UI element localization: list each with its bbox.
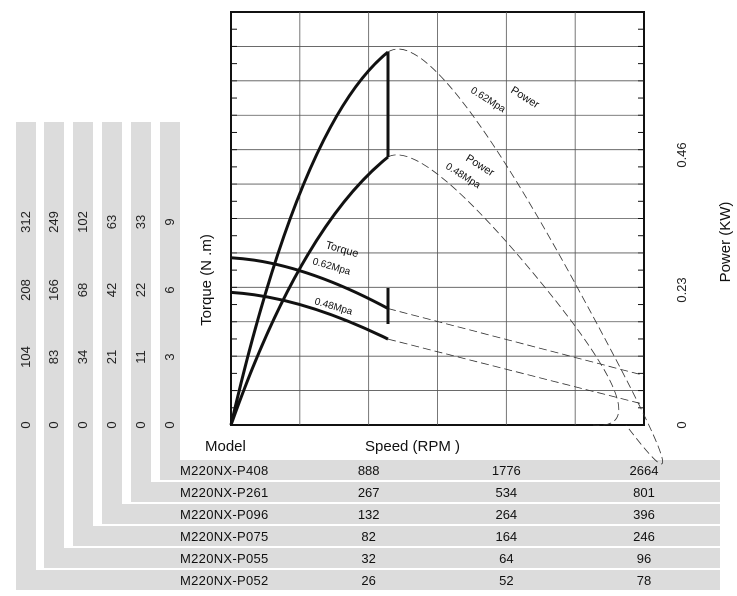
- model-table: [16, 122, 720, 590]
- model-name: M220NX-P075: [180, 529, 269, 544]
- power-curve-dashed: [387, 48, 663, 465]
- power-curve-solid: [229, 50, 389, 426]
- torque-tick: 312: [18, 211, 33, 233]
- torque-tick: 0: [133, 421, 148, 428]
- y-axis-title: Torque (N .m): [198, 234, 215, 326]
- rpm-value: 246: [633, 529, 655, 544]
- rpm-value: 64: [499, 551, 513, 566]
- torque-tick: 21: [104, 350, 119, 364]
- torque-tick: 0: [75, 421, 90, 428]
- torque-tick: 6: [162, 286, 177, 293]
- rpm-value: 396: [633, 507, 655, 522]
- rpm-value: 2664: [630, 463, 659, 478]
- torque-tick: 22: [133, 283, 148, 297]
- torque-tick: 34: [75, 350, 90, 364]
- model-column-band: [73, 122, 93, 526]
- model-column-band: [44, 122, 64, 548]
- rpm-value: 888: [358, 463, 380, 478]
- rpm-value: 32: [361, 551, 375, 566]
- torque-tick: 104: [18, 346, 33, 368]
- rpm-value: 26: [361, 573, 375, 588]
- x-axis-title: Speed (RPM ): [365, 438, 460, 455]
- torque-curve-dashed: [387, 338, 645, 405]
- rpm-value: 82: [361, 529, 375, 544]
- plot-area: [229, 11, 663, 465]
- y2-axis-title: Power (KW): [717, 202, 734, 283]
- torque-tick: 63: [104, 215, 119, 229]
- torque-tick: 3: [162, 353, 177, 360]
- torque-tick: 0: [18, 421, 33, 428]
- power-tick: 0: [674, 421, 689, 428]
- rpm-value: 264: [495, 507, 517, 522]
- model-column-band: [131, 122, 151, 482]
- model-row-band: [102, 504, 720, 524]
- model-name: M220NX-P055: [180, 551, 269, 566]
- model-column-band: [102, 122, 122, 504]
- torque-curve-solid: [230, 256, 389, 310]
- model-row-band: [44, 548, 720, 568]
- rpm-value: 132: [358, 507, 380, 522]
- torque-tick: 68: [75, 283, 90, 297]
- torque-tick: 166: [46, 279, 61, 301]
- model-row-band: [131, 482, 720, 502]
- rpm-value: 1776: [492, 463, 521, 478]
- power-curve-solid: [229, 155, 389, 426]
- torque-tick: 249: [46, 211, 61, 233]
- model-name: M220NX-P261: [180, 485, 269, 500]
- rpm-value: 801: [633, 485, 655, 500]
- model-row-band: [73, 526, 720, 546]
- rpm-value: 96: [637, 551, 651, 566]
- model-name: M220NX-P052: [180, 573, 269, 588]
- rpm-value: 534: [495, 485, 517, 500]
- rpm-value: 267: [358, 485, 380, 500]
- model-column-band: [16, 122, 36, 570]
- torque-tick: 83: [46, 350, 61, 364]
- model-name: M220NX-P096: [180, 507, 269, 522]
- power-tick: 0.46: [674, 142, 689, 167]
- power-tick: 0.23: [674, 277, 689, 302]
- torque-tick: 9: [162, 218, 177, 225]
- torque-tick: 0: [46, 421, 61, 428]
- rpm-value: 78: [637, 573, 651, 588]
- torque-curve-solid: [230, 290, 389, 341]
- table-header-model: Model: [205, 438, 246, 455]
- rpm-value: 52: [499, 573, 513, 588]
- torque-tick: 208: [18, 279, 33, 301]
- model-column-band: [160, 122, 180, 460]
- torque-tick: 42: [104, 283, 119, 297]
- model-row-band: [16, 570, 720, 590]
- model-row-band: [160, 460, 720, 480]
- rpm-value: 164: [495, 529, 517, 544]
- torque-tick: 11: [133, 350, 148, 364]
- torque-tick: 33: [133, 215, 148, 229]
- torque-tick: 102: [75, 211, 90, 233]
- torque-tick: 0: [162, 421, 177, 428]
- torque-tick: 0: [104, 421, 119, 428]
- power-curve-dashed: [387, 154, 619, 426]
- model-name: M220NX-P408: [180, 463, 269, 478]
